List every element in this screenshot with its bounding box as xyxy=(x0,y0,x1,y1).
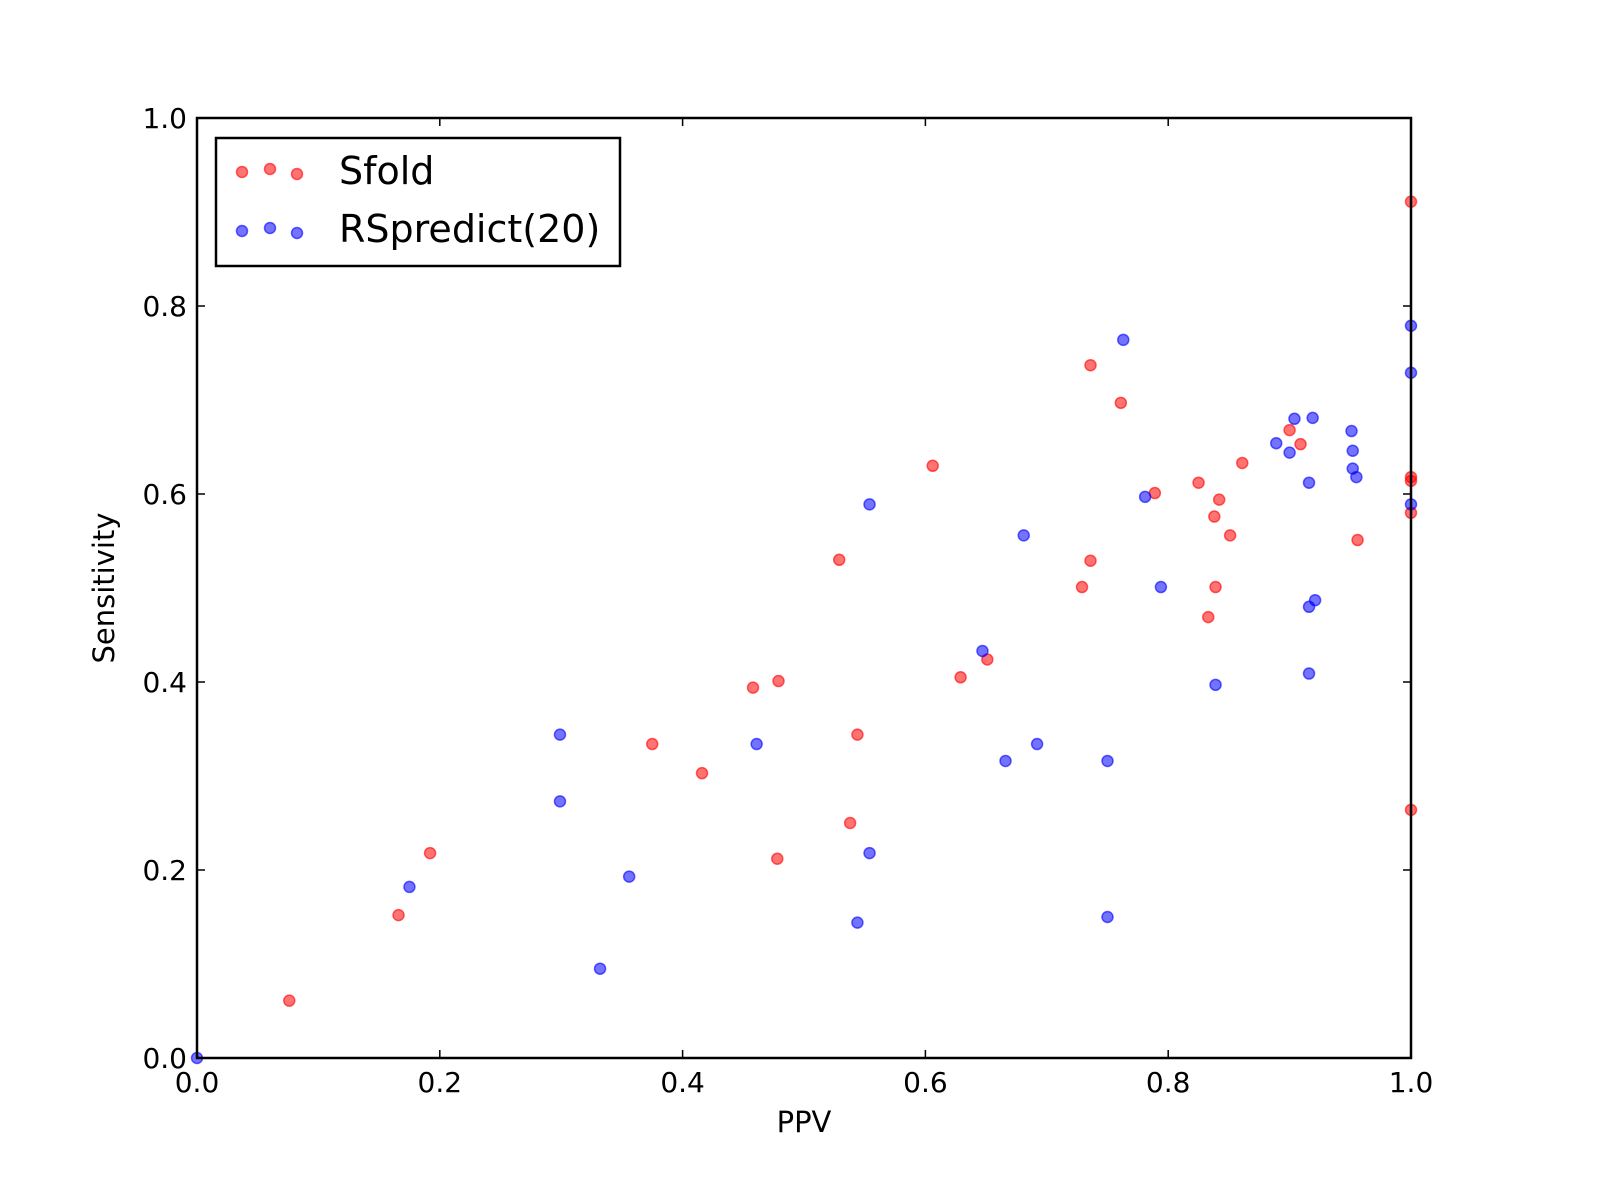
rspredict-point xyxy=(1346,444,1359,458)
x-tick-label: 0.8 xyxy=(1146,1066,1191,1099)
sfold-point xyxy=(1351,533,1364,547)
sfold-point xyxy=(926,459,939,473)
rspredict-point xyxy=(1283,446,1296,459)
rspredict-point xyxy=(1302,667,1316,680)
rspredict-point xyxy=(1154,580,1168,594)
sfold-point xyxy=(1075,580,1089,594)
sfold-point xyxy=(772,674,785,688)
legend-marker-rspredict xyxy=(263,221,277,235)
y-tick-label: 0.8 xyxy=(142,290,187,323)
rspredict-point xyxy=(863,498,876,511)
sfold-point xyxy=(1192,476,1205,489)
sfold-point xyxy=(771,852,784,865)
rspredict-point xyxy=(1308,593,1322,607)
rspredict-point xyxy=(1030,737,1044,751)
sfold-point xyxy=(1084,554,1097,567)
rspredict-point xyxy=(1138,490,1152,504)
y-tick-label: 0.2 xyxy=(142,854,187,887)
x-tick-label: 1.0 xyxy=(1389,1066,1434,1099)
legend: Sfold RSpredict(20) xyxy=(214,136,622,268)
sfold-point xyxy=(1084,358,1097,372)
rspredict-point xyxy=(593,962,607,975)
legend-marker-sfold xyxy=(235,165,249,179)
rspredict-point xyxy=(1101,910,1114,924)
legend-marker-rspredict xyxy=(235,224,249,238)
sfold-point xyxy=(1114,396,1128,410)
axis-ticks: 0.0 0.2 0.4 0.6 0.8 1.0 0.0 0.2 0.4 0.6 0.8 1.0 xyxy=(142,102,1433,1099)
sfold-point xyxy=(1209,580,1222,594)
rspredict-point xyxy=(999,754,1012,768)
rspredict-point xyxy=(1345,424,1358,438)
y-tick-label: 1.0 xyxy=(142,102,187,135)
sfold-point xyxy=(1223,529,1237,542)
y-tick-label: 0.4 xyxy=(142,666,187,699)
y-axis-label: Sensitivity xyxy=(87,513,121,664)
x-tick-label: 0.4 xyxy=(660,1066,705,1099)
rspredict-point xyxy=(750,737,763,751)
sfold-point xyxy=(843,816,857,830)
legend-label-sfold: Sfold xyxy=(339,149,434,193)
sfold-point xyxy=(423,846,437,860)
rspredict-point xyxy=(1117,333,1130,347)
sfold-point xyxy=(1283,423,1296,437)
y-tick-label: 0.0 xyxy=(142,1042,187,1075)
sfold-point xyxy=(954,671,967,684)
data-points xyxy=(190,195,1418,1065)
rspredict-point xyxy=(1101,754,1114,768)
x-tick-label: 0.6 xyxy=(903,1066,948,1099)
rspredict-point xyxy=(851,916,864,929)
x-axis-label: PPV xyxy=(777,1105,832,1139)
sfold-point xyxy=(392,908,405,922)
rspredict-point xyxy=(1302,476,1316,489)
sfold-point xyxy=(1294,437,1307,451)
legend-label-rspredict: RSpredict(20) xyxy=(339,207,600,251)
rspredict-point xyxy=(403,880,416,894)
sfold-point xyxy=(1236,456,1249,470)
legend-marker-rspredict xyxy=(290,226,304,240)
sfold-point xyxy=(1208,510,1221,523)
rspredict-point xyxy=(1269,436,1283,450)
rspredict-point xyxy=(1350,470,1363,484)
rspredict-point xyxy=(622,870,636,883)
sfold-point xyxy=(646,737,659,751)
y-tick-label: 0.6 xyxy=(142,478,187,511)
sfold-point xyxy=(746,681,760,694)
rspredict-point xyxy=(1306,411,1319,425)
plot-frame xyxy=(195,116,1413,1060)
legend-marker-sfold xyxy=(290,167,304,181)
sfold-point xyxy=(851,728,864,741)
rspredict-point xyxy=(976,644,989,658)
rspredict-point xyxy=(863,846,876,860)
legend-box xyxy=(214,136,622,268)
rspredict-point xyxy=(553,795,567,808)
legend-marker-sfold xyxy=(263,162,277,176)
rspredict-point xyxy=(553,728,567,741)
x-tick-label: 0.2 xyxy=(418,1066,463,1099)
rspredict-point xyxy=(1288,412,1301,426)
rspredict-point xyxy=(1017,529,1030,542)
rspredict-point xyxy=(1209,678,1222,692)
sfold-point xyxy=(1212,493,1226,506)
sfold-point xyxy=(283,994,296,1007)
x-tick-label: 0.0 xyxy=(175,1066,220,1099)
sfold-point xyxy=(695,766,709,780)
sfold-point xyxy=(1202,610,1215,624)
sfold-point xyxy=(832,553,846,567)
